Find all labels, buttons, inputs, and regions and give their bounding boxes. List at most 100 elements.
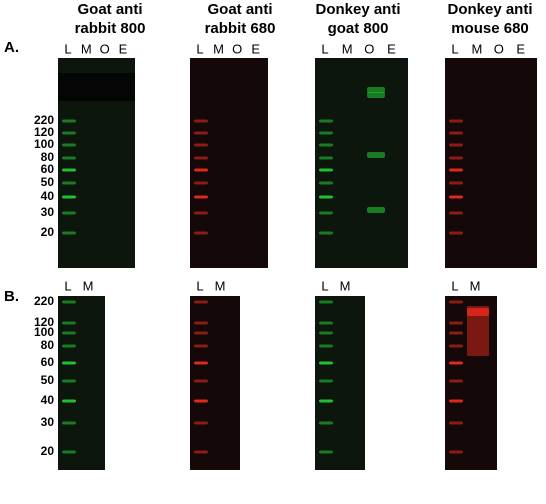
band [319, 131, 333, 135]
band [449, 143, 463, 147]
band [319, 300, 333, 304]
mw-label: 100 [34, 137, 54, 151]
blot-title: Goat anti [207, 1, 272, 18]
band [367, 207, 385, 213]
lane-label: L [64, 278, 71, 293]
blot-title: rabbit 680 [205, 20, 276, 37]
band [449, 131, 463, 135]
band [194, 300, 208, 304]
lane-label: M [470, 278, 481, 293]
lane-label: M [83, 278, 94, 293]
band [62, 450, 76, 454]
lane-label: E [251, 41, 260, 56]
band [62, 211, 76, 215]
band [449, 344, 463, 348]
band [449, 119, 463, 123]
band [367, 92, 385, 98]
band [194, 211, 208, 215]
mw-label: 30 [41, 205, 55, 219]
lane-label: M [471, 41, 482, 56]
band [367, 152, 385, 158]
band [62, 331, 76, 335]
band [62, 344, 76, 348]
mw-label: 20 [41, 225, 55, 239]
band [194, 156, 208, 160]
band [367, 87, 385, 93]
band [319, 181, 333, 185]
blot-title: Goat anti [77, 1, 142, 18]
band [194, 168, 208, 172]
band [319, 168, 333, 172]
lane-label: O [100, 41, 110, 56]
mw-label: 120 [34, 125, 54, 139]
panel-label: B. [4, 288, 19, 305]
band [319, 321, 333, 325]
band [194, 331, 208, 335]
lane-label: O [364, 41, 374, 56]
band [194, 361, 208, 365]
band [319, 331, 333, 335]
band [449, 181, 463, 185]
band [449, 379, 463, 383]
band [449, 421, 463, 425]
lane-label: O [494, 41, 504, 56]
band [449, 195, 463, 199]
mw-label: 50 [41, 373, 55, 387]
lane-label: L [196, 278, 203, 293]
blot-title: goat 800 [328, 20, 389, 37]
blot [190, 296, 240, 470]
lane-label: L [64, 41, 71, 56]
band [194, 344, 208, 348]
band [62, 379, 76, 383]
blot [315, 296, 365, 470]
blot [445, 58, 537, 268]
band [62, 131, 76, 135]
band [62, 168, 76, 172]
band [319, 379, 333, 383]
band [449, 156, 463, 160]
band [449, 231, 463, 235]
band [194, 231, 208, 235]
lane-label: O [232, 41, 242, 56]
lane-label: L [321, 41, 328, 56]
smear [467, 306, 489, 356]
band [319, 156, 333, 160]
band [62, 119, 76, 123]
band [319, 421, 333, 425]
lane-label: E [516, 41, 525, 56]
band [449, 331, 463, 335]
dark-band [58, 73, 135, 101]
band [62, 231, 76, 235]
band [194, 450, 208, 454]
band [319, 361, 333, 365]
band [319, 344, 333, 348]
band [319, 143, 333, 147]
mw-label: 60 [41, 355, 55, 369]
band [62, 321, 76, 325]
mw-label: 40 [41, 189, 55, 203]
band [319, 231, 333, 235]
blot-title: Donkey anti [315, 1, 400, 18]
mw-label: 80 [41, 338, 55, 352]
mw-label: 20 [41, 444, 55, 458]
blot [58, 296, 105, 470]
lane-label: E [119, 41, 128, 56]
lane-label: M [213, 41, 224, 56]
mw-label: 40 [41, 393, 55, 407]
mw-label: 80 [41, 150, 55, 164]
band [467, 308, 489, 316]
band [62, 195, 76, 199]
band [194, 181, 208, 185]
mw-label: 100 [34, 325, 54, 339]
lane-label: L [451, 278, 458, 293]
blot-title: rabbit 800 [75, 20, 146, 37]
band [62, 361, 76, 365]
mw-label: 120 [34, 315, 54, 329]
lane-label: L [196, 41, 203, 56]
band [194, 195, 208, 199]
blot-title: Donkey anti [447, 1, 532, 18]
band [449, 168, 463, 172]
band [319, 399, 333, 403]
band [62, 399, 76, 403]
